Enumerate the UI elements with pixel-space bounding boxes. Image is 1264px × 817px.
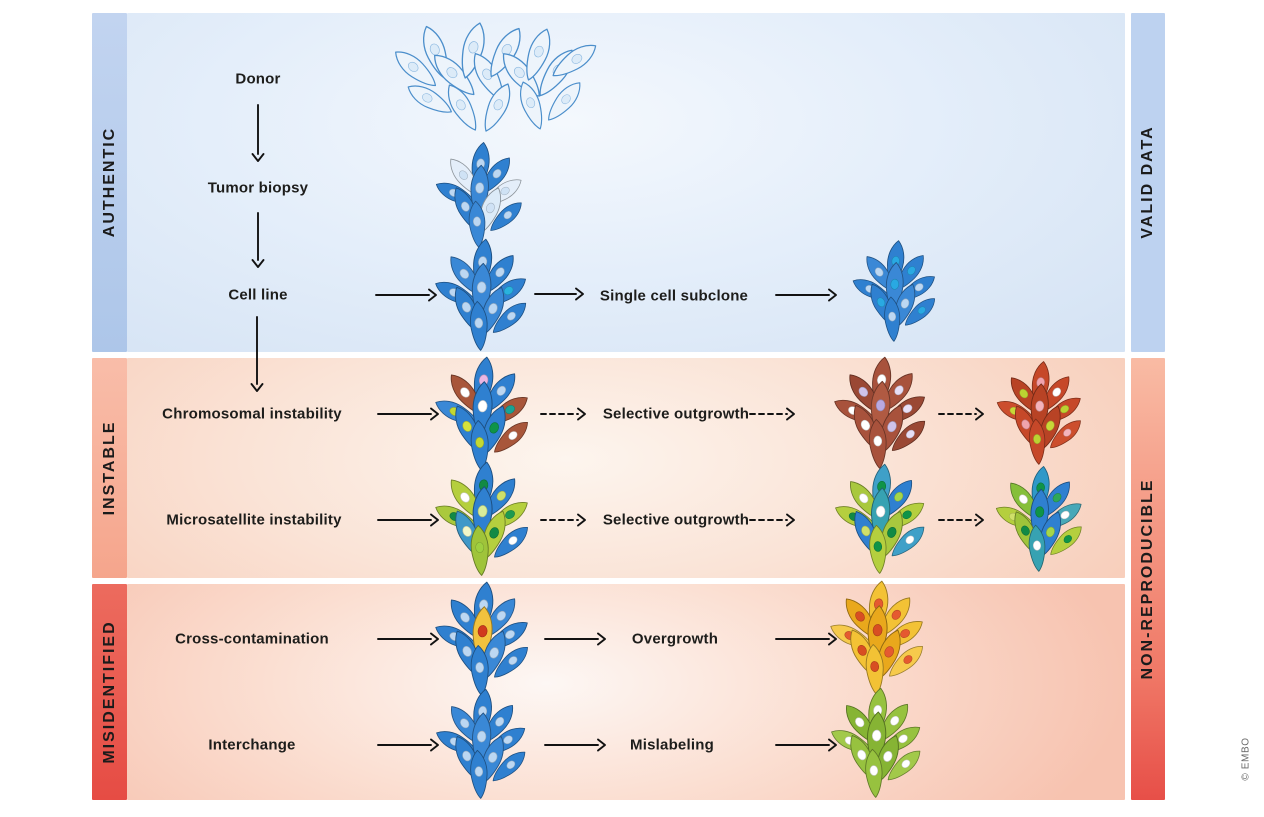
selective-outgrowth-label-2: Selective outgrowth (602, 511, 750, 529)
right-arrow-icon (377, 737, 439, 753)
down-arrow-icon (250, 104, 266, 162)
mislabeling-label: Mislabeling (630, 736, 714, 754)
donor-cells-illustration (395, 22, 600, 134)
misidentified-sidebar-label: MISIDENTIFIED (101, 620, 118, 764)
microsatellite-instability-label: Microsatellite instability (166, 511, 342, 529)
right-arrow-icon (775, 737, 837, 753)
right-arrow-icon (377, 512, 439, 528)
selective-outgrowth-final-cells-illustration (991, 361, 1091, 465)
interchange-cells-illustration (435, 688, 532, 799)
non-reproducible-sidebar-label: NON-REPRODUCIBLE (1139, 478, 1156, 680)
mislabeling-cells-illustration (831, 687, 925, 799)
right-arrow-icon (377, 631, 439, 647)
misidentified-sidebar (92, 584, 127, 800)
tumor-biopsy-cells-illustration (435, 142, 527, 248)
valid-data-sidebar (1131, 13, 1165, 352)
right-arrow-icon (377, 406, 439, 422)
interchange-label: Interchange (208, 736, 296, 754)
authentic-sidebar (92, 13, 127, 352)
chromosomal-instability-cells-illustration (428, 356, 540, 471)
down-arrow-icon (250, 212, 266, 268)
cell-line-cells-illustration (432, 238, 534, 351)
single-cell-subclone-cells-illustration (843, 240, 949, 342)
overgrowth-cells-illustration (828, 580, 930, 695)
tumor-biopsy-label: Tumor biopsy (207, 179, 309, 197)
right-arrow-icon (544, 737, 606, 753)
single-cell-subclone-label: Single cell subclone (599, 287, 749, 305)
authentic-band (127, 13, 1125, 352)
selective-outgrowth-cells-illustration (827, 356, 937, 469)
selective-outgrowth-final-cells-illustration (991, 466, 1091, 572)
right-arrow-icon (775, 631, 837, 647)
dashed-right-arrow-icon (938, 406, 984, 422)
authentic-sidebar-label: AUTHENTIC (101, 126, 118, 238)
non-reproducible-sidebar (1131, 358, 1165, 800)
dashed-right-arrow-icon (938, 512, 984, 528)
overgrowth-label: Overgrowth (631, 630, 719, 648)
right-arrow-icon (544, 631, 606, 647)
dashed-right-arrow-icon (540, 512, 586, 528)
dashed-right-arrow-icon (540, 406, 586, 422)
donor-label: Donor (235, 70, 281, 88)
right-arrow-icon (534, 286, 584, 302)
instable-sidebar (92, 358, 127, 578)
right-arrow-icon (375, 287, 437, 303)
cell-line-label: Cell line (228, 286, 288, 304)
microsatellite-instability-cells-illustration (431, 461, 537, 576)
dashed-right-arrow-icon (749, 512, 795, 528)
embo-copyright: © EMBO (1240, 737, 1252, 781)
selective-outgrowth-cells-illustration (829, 463, 935, 574)
chromosomal-instability-label: Chromosomal instability (162, 405, 342, 423)
valid-data-sidebar-label: VALID DATA (1139, 125, 1156, 239)
cross-contamination-label: Cross-contamination (175, 630, 329, 648)
dashed-right-arrow-icon (749, 406, 795, 422)
misidentified-band (127, 584, 1125, 800)
down-arrow-icon (249, 316, 265, 392)
selective-outgrowth-label-1: Selective outgrowth (602, 405, 750, 423)
right-arrow-icon (775, 287, 837, 303)
cross-contamination-cells-illustration (433, 581, 535, 696)
instable-sidebar-label: INSTABLE (101, 420, 118, 516)
instable-band (127, 358, 1125, 578)
